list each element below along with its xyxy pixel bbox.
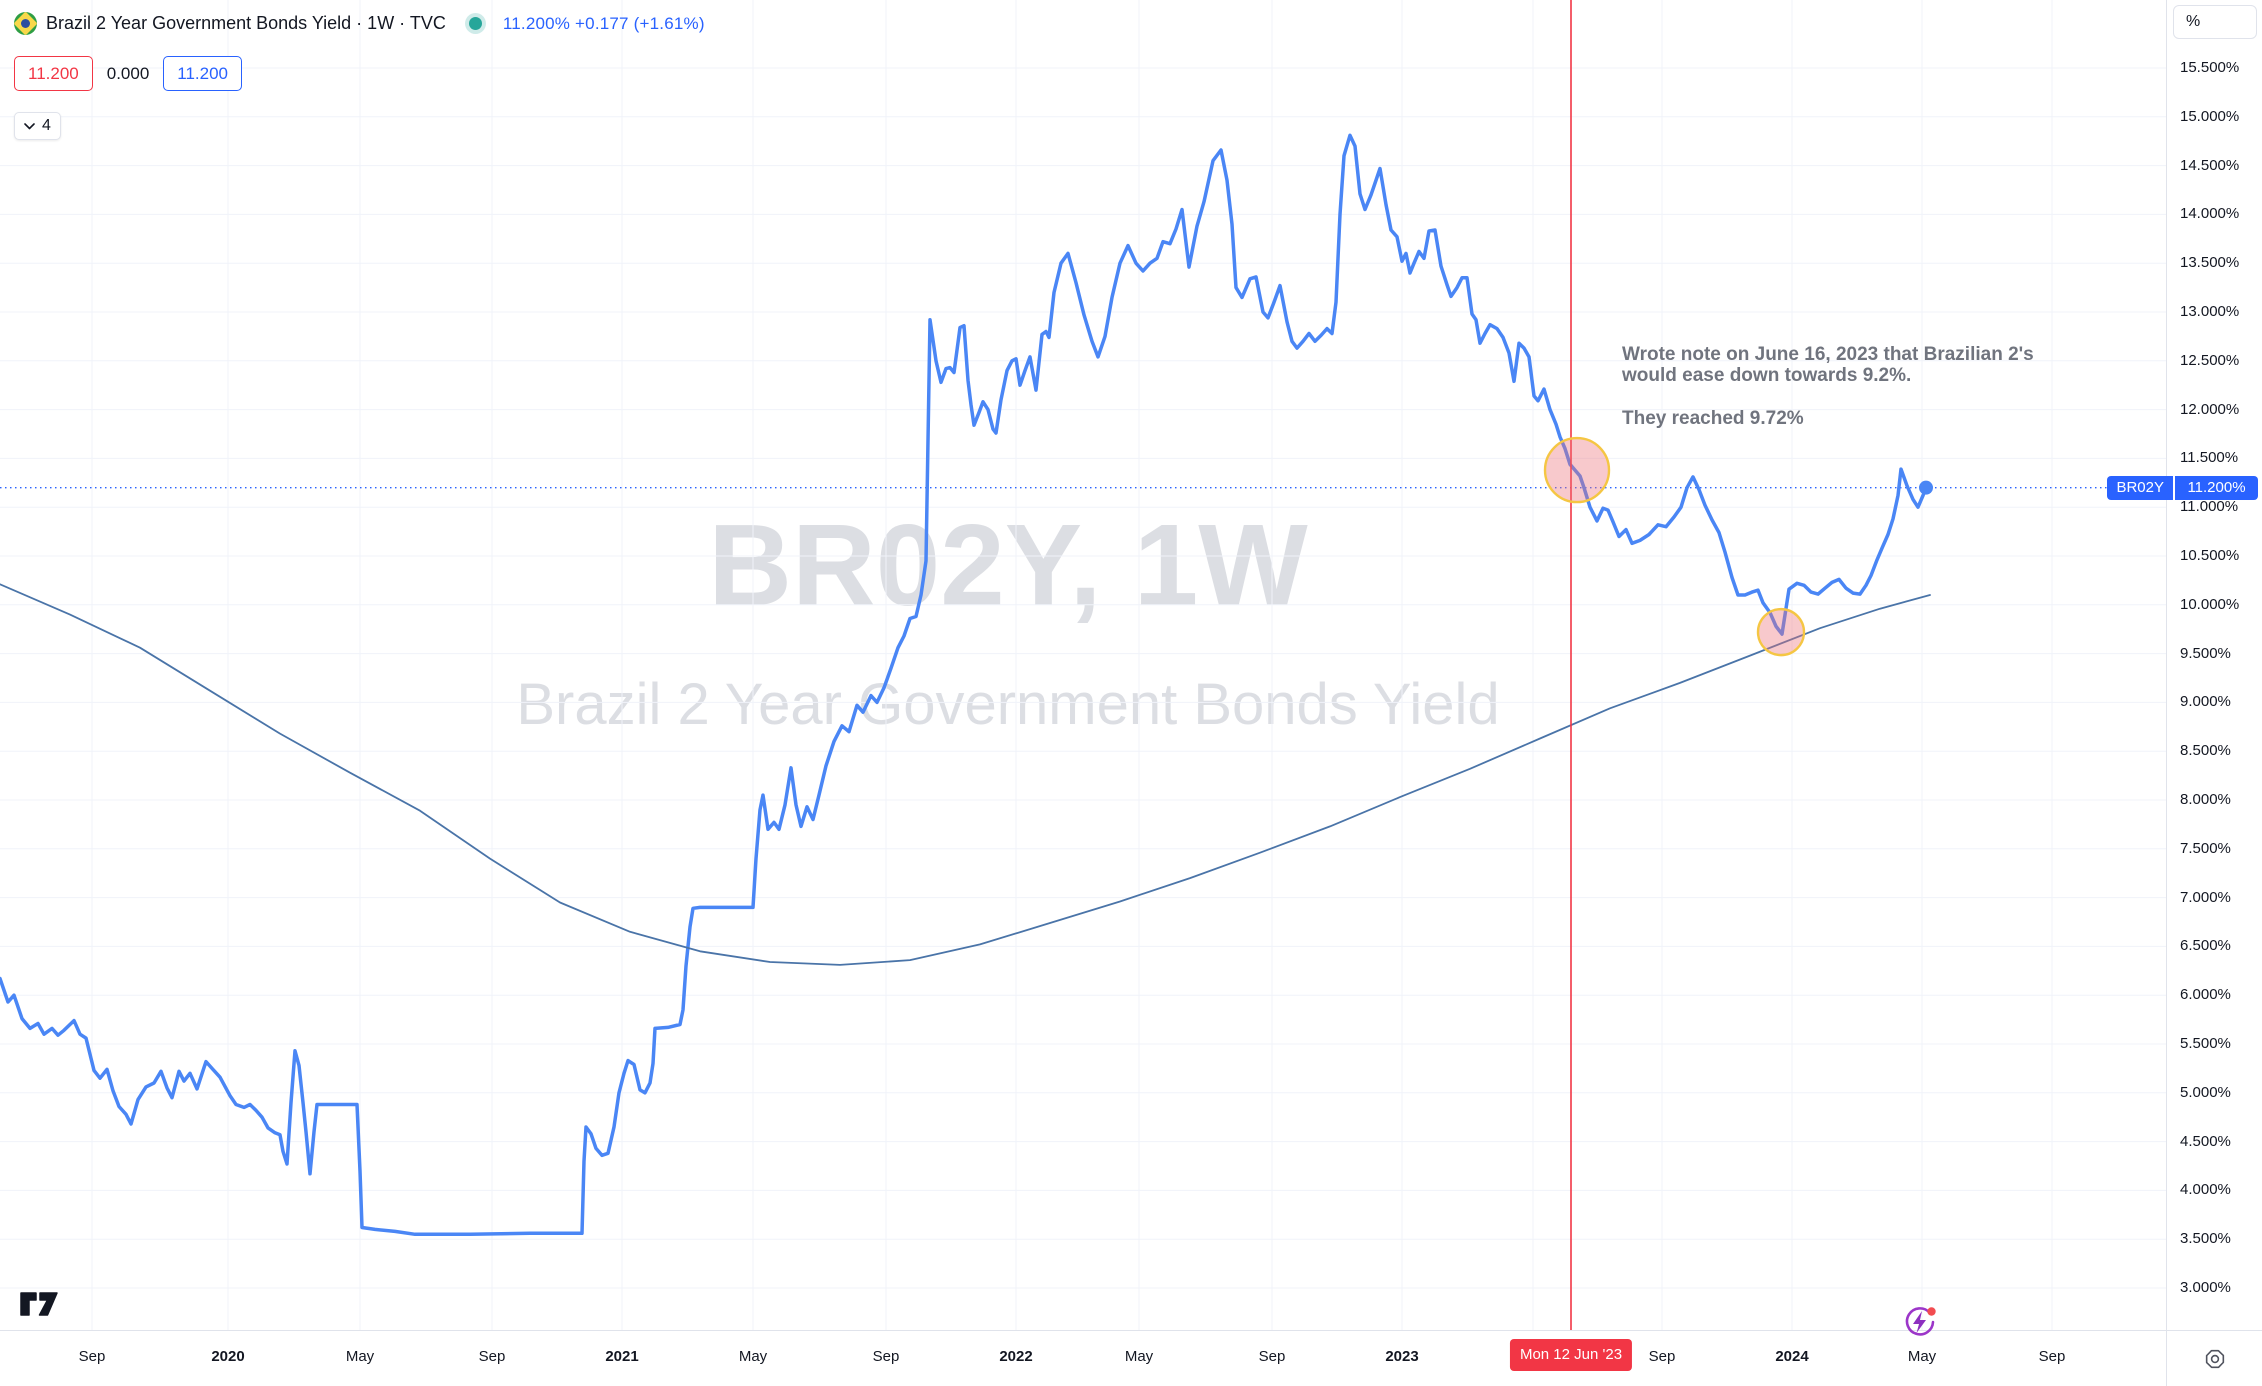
price-axis-tick: 9.500% <box>2180 644 2231 662</box>
time-axis-tick: Sep <box>478 1348 506 1365</box>
price-axis-tick: 6.000% <box>2180 986 2231 1004</box>
spread-value: 0.000 <box>106 63 150 83</box>
time-axis-tick: Sep <box>78 1348 106 1365</box>
time-axis-tick: Sep <box>2038 1348 2066 1365</box>
price-axis-tick: 8.500% <box>2180 742 2231 760</box>
price-axis-tick: 15.500% <box>2180 59 2240 76</box>
price-axis-tick: 11.000% <box>2180 498 2239 516</box>
sell-price-button[interactable]: 11.200 <box>14 56 93 91</box>
price-label-symbol: BR02Y <box>2107 475 2173 500</box>
time-axis-tick: 2023 <box>1385 1348 1419 1365</box>
time-axis-tick: Sep <box>1648 1348 1676 1365</box>
gear-icon[interactable] <box>2204 1348 2226 1370</box>
symbol-title[interactable]: Brazil 2 Year Government Bonds Yield · 1… <box>46 13 446 33</box>
time-axis-tick: May <box>1124 1348 1154 1365</box>
time-axis-tick: Sep <box>872 1348 900 1365</box>
price-axis-tick: 14.500% <box>2180 156 2240 174</box>
watermark-description: Brazil 2 Year Government Bonds Yield <box>516 672 1500 737</box>
brazil-flag-icon <box>13 11 38 36</box>
price-axis[interactable]: % 15.500% 15.000% 14.500% 14.000% 13.500% 13.… <box>2166 0 2262 1386</box>
indicators-collapse-button[interactable]: 4 <box>14 112 61 140</box>
note-line-2: would ease down towards 9.2%. <box>1622 365 1912 386</box>
price-axis-tick: 7.500% <box>2180 839 2231 857</box>
price-axis-tick: 12.500% <box>2180 351 2240 369</box>
time-axis-tick: 2021 <box>605 1348 639 1365</box>
price-axis-tick: 3.000% <box>2180 1279 2231 1296</box>
price-axis-tick: 13.000% <box>2180 303 2240 320</box>
time-axis[interactable]: Sep 2020 May Sep 2021 May Sep 2022 May Sep 2023 Sep… <box>0 1330 2166 1386</box>
price-axis-tick: 10.500% <box>2180 547 2240 564</box>
chevron-down-icon <box>24 122 35 129</box>
time-axis-tick: Sep <box>1258 1348 1286 1365</box>
highlight-circle <box>1756 607 1806 657</box>
price-axis-tick: 10.000% <box>2180 595 2240 613</box>
price-axis-tick: 4.000% <box>2180 1181 2231 1199</box>
quote-change-text: 11.200% +0.177 (+1.61%) <box>502 13 705 33</box>
price-axis-tick: 9.000% <box>2180 693 2231 711</box>
bid-ask-row: 11.200 0.000 11.200 <box>14 56 243 91</box>
time-axis-tick: 2020 <box>211 1348 245 1365</box>
price-axis-tick: 5.500% <box>2180 1035 2231 1052</box>
quick-actions-flash-icon[interactable] <box>1900 1302 1940 1342</box>
time-axis-tick: 2024 <box>1775 1348 1809 1365</box>
price-axis-tick: 14.000% <box>2180 205 2240 223</box>
price-axis-tick: 6.500% <box>2180 937 2231 955</box>
price-axis-tick: 12.000% <box>2180 400 2240 418</box>
price-axis-tick: 13.500% <box>2180 254 2240 272</box>
chart-canvas[interactable] <box>0 0 2166 1330</box>
note-line-3: They reached 9.72% <box>1622 408 1804 429</box>
chart-note: Wrote note on June 16, 2023 that Brazili… <box>1622 344 2202 429</box>
yield-line-series <box>0 133 1928 1237</box>
time-axis-tick: May <box>1907 1348 1937 1365</box>
symbol-title-row[interactable]: Brazil 2 Year Government Bonds Yield · 1… <box>13 11 705 36</box>
highlight-circle <box>1543 436 1611 504</box>
price-axis-tick: 3.500% <box>2180 1230 2231 1248</box>
axis-settings-corner <box>2166 1330 2262 1386</box>
tradingview-logo[interactable] <box>20 1292 60 1321</box>
price-axis-unit-button[interactable]: % <box>2173 5 2257 39</box>
last-price-dot <box>1919 480 1933 495</box>
price-axis-tick: 5.000% <box>2180 1083 2231 1101</box>
price-axis-tick: 7.000% <box>2180 888 2231 906</box>
time-axis-tick: May <box>345 1348 375 1365</box>
last-price-label: BR02Y 11.200% <box>2107 475 2258 500</box>
indicators-count: 4 <box>42 117 51 134</box>
price-axis-tick: 11.500% <box>2180 449 2239 467</box>
note-line-1: Wrote note on June 16, 2023 that Brazili… <box>1622 344 2034 365</box>
price-axis-tick: 4.500% <box>2180 1132 2231 1150</box>
buy-price-button[interactable]: 11.200 <box>163 56 243 91</box>
price-label-value: 11.200% <box>2175 475 2258 500</box>
time-axis-tick: May <box>738 1348 768 1365</box>
price-axis-tick: 8.000% <box>2180 791 2231 808</box>
event-date-label: Mon 12 Jun '23 <box>1509 1339 1633 1371</box>
time-axis-tick: 2022 <box>999 1348 1033 1365</box>
market-status-icon <box>468 17 482 30</box>
moving-average-line <box>0 583 1931 966</box>
price-axis-tick: 15.000% <box>2180 107 2240 125</box>
